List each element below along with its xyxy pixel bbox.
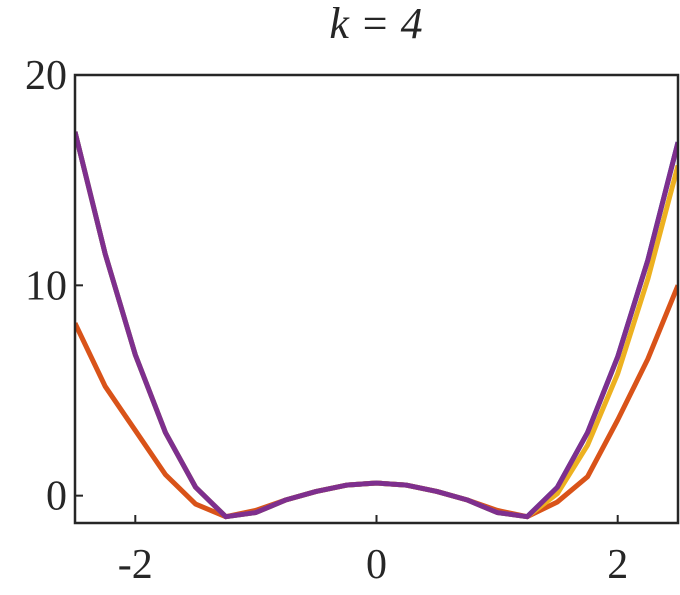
series-line <box>75 131 678 520</box>
plot-frame <box>73 73 680 525</box>
series-line <box>75 131 678 520</box>
x-tick-label: 2 <box>607 542 628 588</box>
x-tick-label: 0 <box>366 542 387 588</box>
y-tick-label: 20 <box>25 53 67 99</box>
chart-title: k = 4 <box>329 0 422 48</box>
x-tick-label: -2 <box>118 542 153 588</box>
y-tick-label: 0 <box>46 474 67 520</box>
y-tick-label: 10 <box>25 263 67 309</box>
series-line <box>75 131 678 520</box>
